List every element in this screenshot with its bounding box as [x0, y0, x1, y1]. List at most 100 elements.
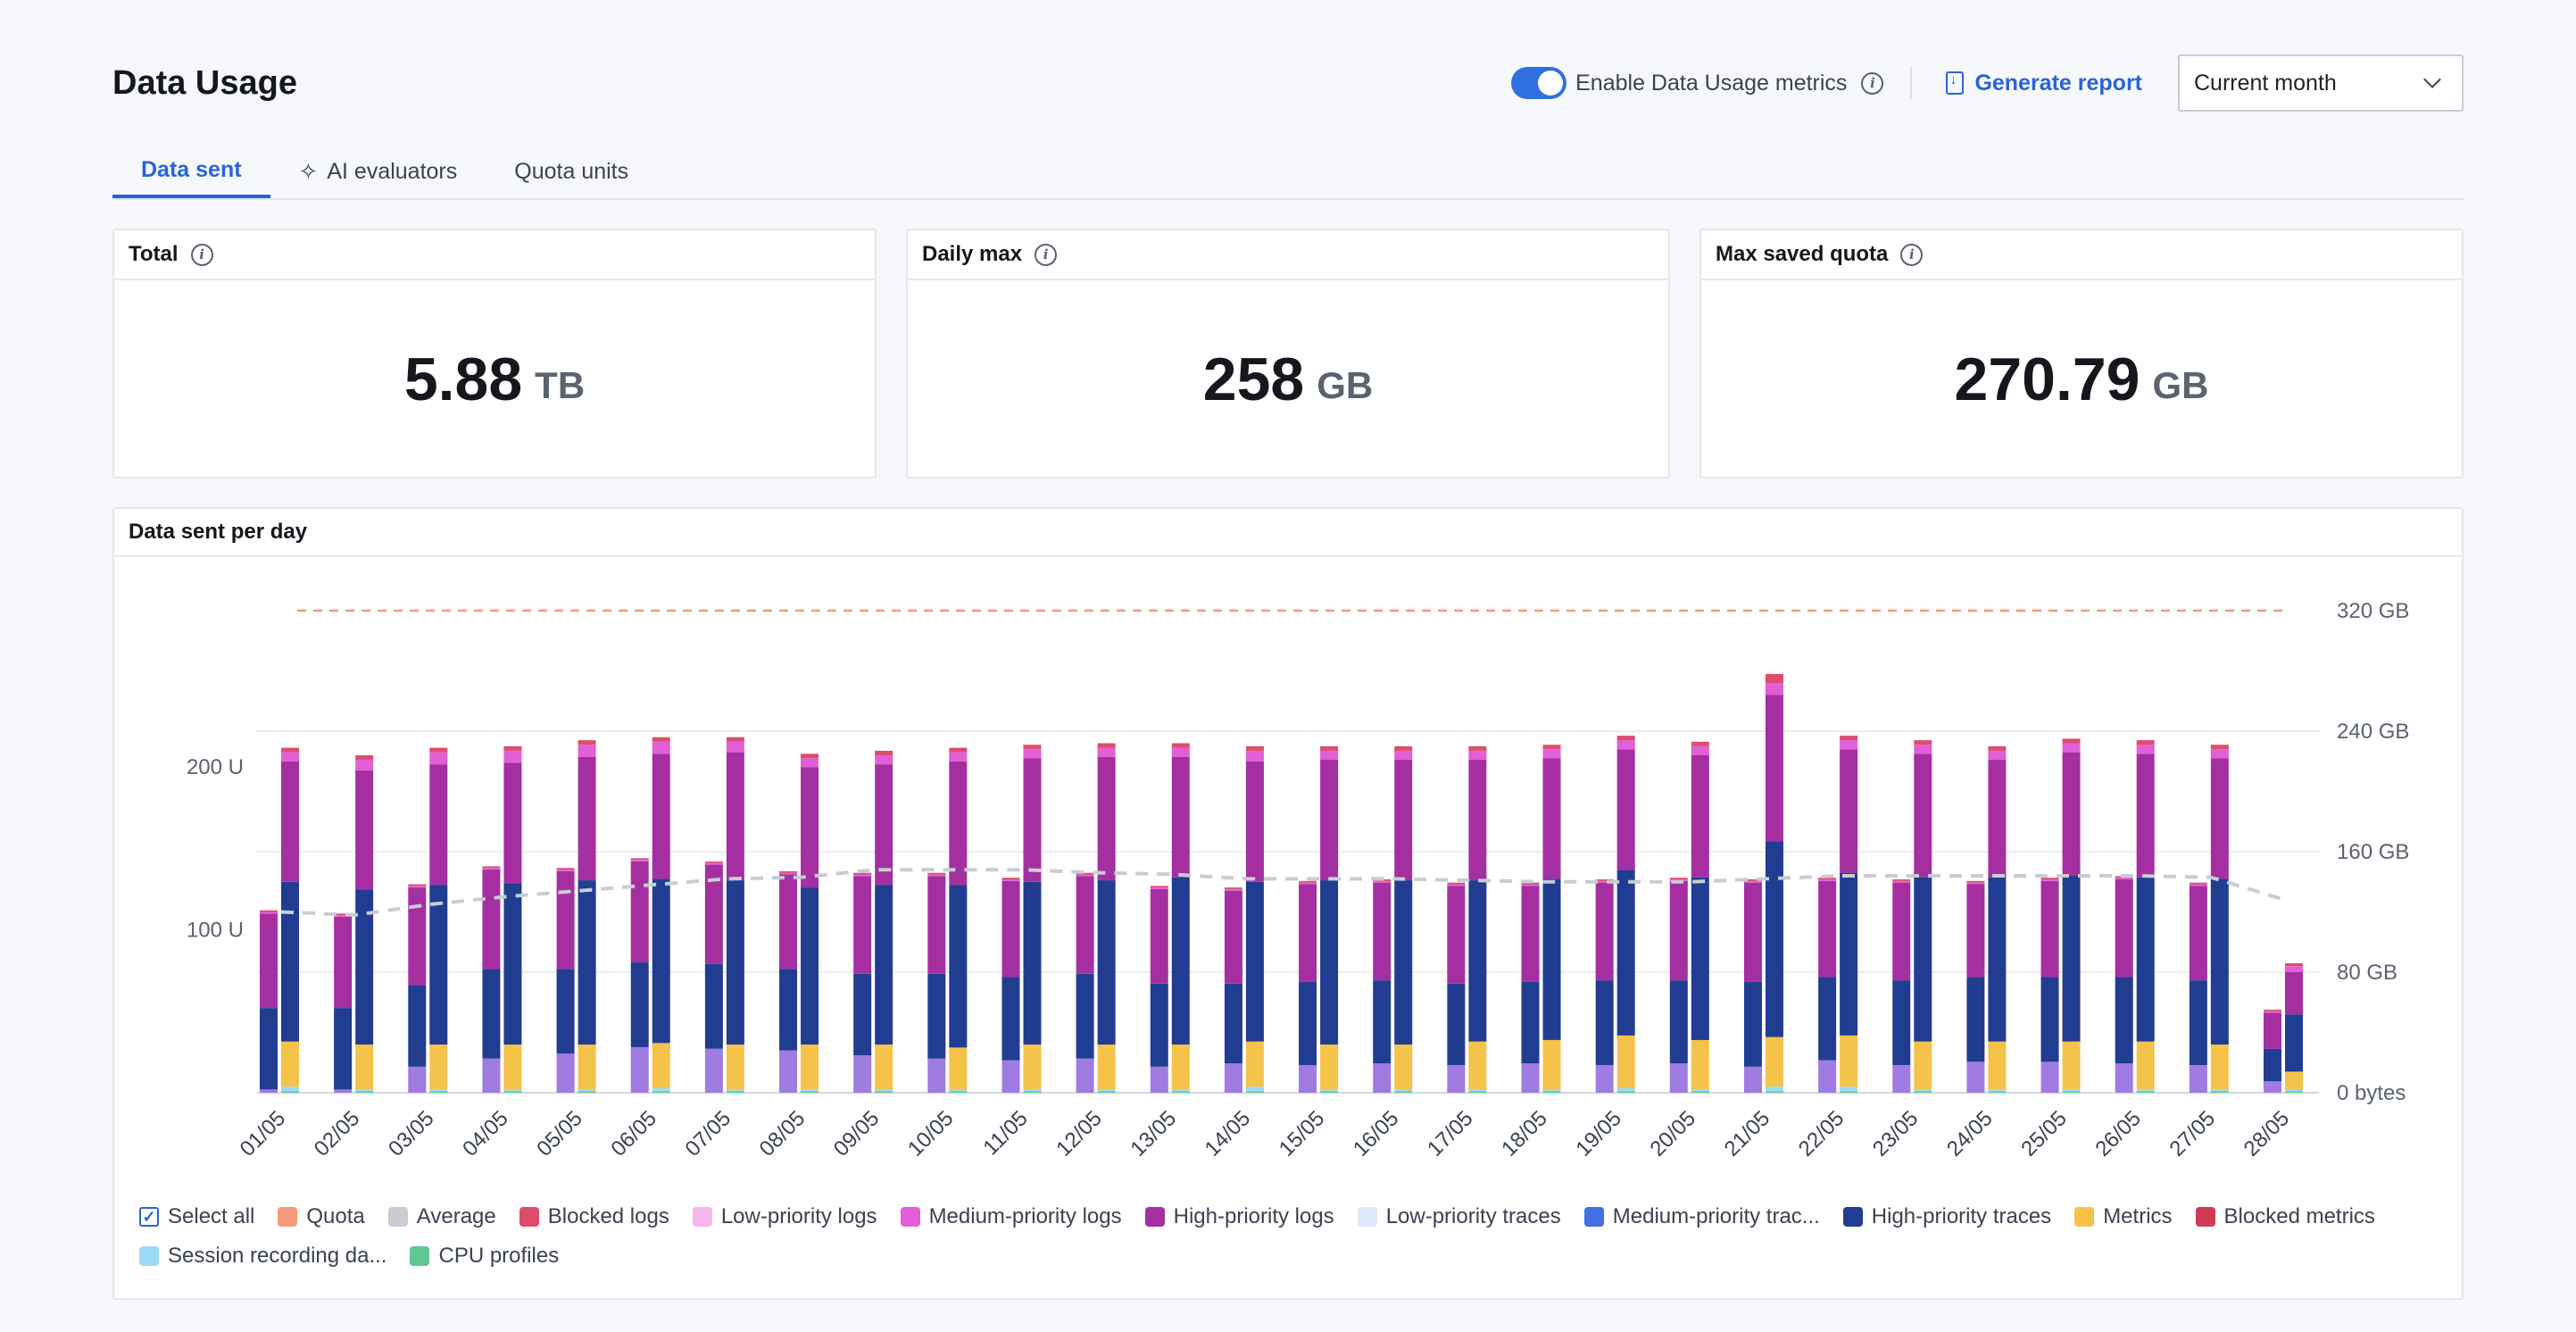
legend-swatch [900, 1207, 920, 1227]
unit-bar-segment [1076, 1058, 1094, 1093]
unit-bar-segment [779, 1050, 798, 1093]
byte-bar-segment [1468, 745, 1487, 751]
byte-bar-segment [1245, 881, 1264, 1042]
byte-bar-segment [1023, 1045, 1042, 1090]
byte-bar-segment [1988, 745, 2007, 751]
legend-item-quota[interactable]: Quota [278, 1202, 365, 1232]
byte-bar-segment [1765, 1036, 1783, 1087]
byte-bar-segment [578, 1089, 596, 1092]
max-saved-quota-unit: GB [2152, 364, 2209, 406]
byte-bar-segment [429, 1045, 448, 1090]
byte-bar-segment [1171, 756, 1190, 878]
legend-item-average[interactable]: Average [387, 1202, 496, 1232]
generate-report-label: Generate report [1974, 70, 2142, 96]
toggle-label: Enable Data Usage metrics [1575, 70, 1848, 96]
x-axis-tick-label: 13/05 [1126, 1106, 1181, 1161]
legend-item-metrics[interactable]: Metrics [2074, 1202, 2173, 1232]
unit-bar-segment [1299, 880, 1317, 883]
byte-bar-segment [281, 1086, 299, 1092]
tab-quota-units[interactable]: Quota units [486, 145, 657, 198]
info-icon[interactable]: i [1900, 243, 1924, 266]
right-axis-tick-label: 320 GB [2337, 599, 2409, 623]
byte-bar-segment [1097, 1091, 1116, 1093]
byte-bar-segment [1023, 1089, 1042, 1092]
chart-title: Data sent per day [129, 520, 308, 544]
byte-bar-segment [875, 1045, 893, 1090]
byte-bar-segment [1542, 745, 1561, 750]
byte-bar-segment [1394, 1089, 1413, 1092]
unit-bar-segment [2189, 980, 2207, 1065]
right-axis-tick-label: 0 bytes [2337, 1081, 2406, 1105]
byte-bar-segment [2285, 966, 2303, 972]
card-header: Total i [114, 230, 875, 280]
byte-bar-segment [652, 753, 670, 879]
byte-bar-segment [503, 762, 522, 884]
legend-item-session-recording-da[interactable]: Session recording da... [139, 1241, 386, 1271]
byte-bar-segment [1542, 749, 1561, 759]
legend-item-blocked-metrics[interactable]: Blocked metrics [2195, 1202, 2375, 1232]
info-icon[interactable]: i [1035, 243, 1058, 266]
byte-bar-segment [801, 753, 819, 759]
unit-bar-segment [482, 1058, 501, 1093]
byte-bar-segment [1468, 750, 1487, 761]
generate-report-link[interactable]: Generate report [1946, 71, 2142, 96]
unit-bar-segment [704, 1048, 723, 1093]
legend-item-medium-priority-trac[interactable]: Medium-priority trac... [1583, 1202, 1820, 1232]
legend-item-high-priority-logs[interactable]: High-priority logs [1144, 1202, 1334, 1232]
info-icon[interactable]: i [1861, 71, 1884, 95]
unit-bar-segment [1966, 884, 1985, 978]
unit-bar-segment [2189, 882, 2207, 885]
period-select[interactable]: Current month [2178, 54, 2464, 112]
byte-bar-segment [1468, 880, 1487, 1042]
tab-data-sent[interactable]: Data sent [112, 145, 270, 198]
unit-bar-segment [1595, 879, 1614, 881]
unit-bar-segment [630, 861, 649, 963]
unit-bar-segment [482, 866, 501, 869]
left-axis-tick-label: 200 U [187, 755, 244, 779]
unit-bar-segment [334, 913, 353, 916]
legend-select-all[interactable]: ✓ Select all [139, 1202, 254, 1232]
sparkle-icon: ✧ [298, 157, 319, 185]
legend-item-high-priority-traces[interactable]: High-priority traces [1842, 1202, 2051, 1232]
unit-bar-segment [1892, 980, 1911, 1065]
unit-bar-segment [2040, 977, 2059, 1062]
byte-bar-segment [2210, 878, 2229, 1045]
byte-bar-segment [1023, 1091, 1042, 1093]
byte-bar-segment [1988, 877, 2007, 1042]
x-axis-tick-label: 10/05 [903, 1106, 959, 1161]
byte-bar-segment [1691, 741, 1709, 746]
unit-bar-segment [704, 862, 723, 865]
byte-bar-segment [2062, 743, 2081, 753]
byte-bar-segment [503, 1089, 522, 1092]
enable-metrics-toggle[interactable] [1511, 67, 1567, 99]
unit-bar-segment [2040, 878, 2059, 880]
total-value: 5.88 [403, 345, 523, 413]
byte-bar-segment [949, 1089, 968, 1092]
tabs: Data sent ✧ AI evaluators Quota units [112, 145, 2464, 200]
legend-item-blocked-logs[interactable]: Blocked logs [519, 1202, 669, 1232]
unit-bar-segment [927, 876, 946, 974]
legend-label: Average [416, 1204, 496, 1228]
byte-bar-segment [1171, 1089, 1190, 1092]
byte-bar-segment [1542, 758, 1561, 879]
legend-swatch [387, 1207, 408, 1227]
info-icon[interactable]: i [190, 243, 213, 266]
legend-item-low-priority-traces[interactable]: Low-priority traces [1357, 1202, 1561, 1232]
tab-ai-evaluators[interactable]: ✧ AI evaluators [270, 145, 486, 198]
period-select-value: Current month [2194, 70, 2337, 96]
unit-bar-segment [2264, 1012, 2281, 1049]
byte-bar-segment [429, 885, 448, 1045]
legend-item-medium-priority-logs[interactable]: Medium-priority logs [900, 1202, 1122, 1232]
unit-bar-segment [1447, 983, 1466, 1065]
unit-bar-segment [408, 887, 427, 986]
byte-bar-segment [503, 883, 522, 1045]
byte-bar-segment [726, 880, 744, 1045]
right-axis-tick-label: 80 GB [2337, 961, 2397, 985]
byte-bar-segment [652, 741, 670, 754]
page-title: Data Usage [112, 63, 297, 102]
byte-bar-segment [726, 741, 744, 753]
x-axis-tick-label: 04/05 [458, 1106, 513, 1161]
byte-bar-segment [1320, 745, 1339, 751]
legend-item-cpu-profiles[interactable]: CPU profiles [410, 1241, 559, 1271]
legend-item-low-priority-logs[interactable]: Low-priority logs [692, 1202, 877, 1232]
